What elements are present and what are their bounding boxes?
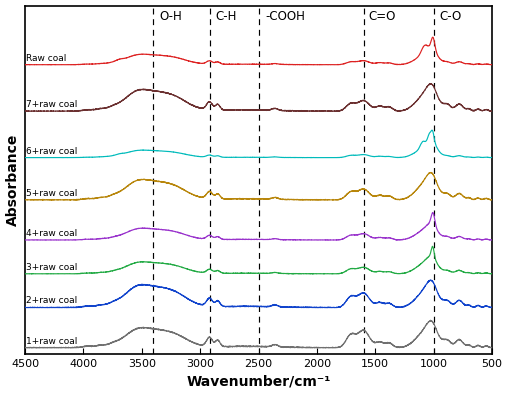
Text: Raw coal: Raw coal xyxy=(26,54,67,63)
Text: 6+raw coal: 6+raw coal xyxy=(26,147,78,156)
X-axis label: Wavenumber/cm⁻¹: Wavenumber/cm⁻¹ xyxy=(186,374,331,388)
Text: 3+raw coal: 3+raw coal xyxy=(26,263,78,271)
Text: 5+raw coal: 5+raw coal xyxy=(26,189,78,198)
Text: O-H: O-H xyxy=(160,10,182,23)
Text: C=O: C=O xyxy=(368,10,396,23)
Y-axis label: Absorbance: Absorbance xyxy=(6,134,19,226)
Text: C-O: C-O xyxy=(439,10,462,23)
Text: C-H: C-H xyxy=(215,10,237,23)
Text: 1+raw coal: 1+raw coal xyxy=(26,336,78,346)
Text: -COOH: -COOH xyxy=(266,10,305,23)
Text: 7+raw coal: 7+raw coal xyxy=(26,100,78,109)
Text: 2+raw coal: 2+raw coal xyxy=(26,296,78,305)
Text: 4+raw coal: 4+raw coal xyxy=(26,229,78,238)
